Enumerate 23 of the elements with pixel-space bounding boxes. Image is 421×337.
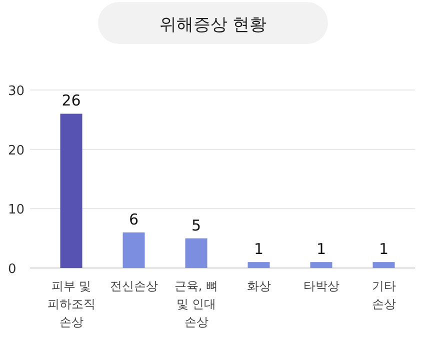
bar [372,262,395,268]
bar [60,114,82,268]
x-tick-label: 화상 [246,279,271,293]
x-tick-label: 근육, 뼈 및 인대 손상 [174,279,218,329]
y-tick-label: 0 [8,262,16,277]
x-tick-label: 타박상 [303,279,340,293]
y-tick-label: 10 [8,202,25,218]
x-tick-label: 전신손상 [110,279,158,293]
y-tick-label: 20 [8,143,25,158]
chart-title: 위해증상 현황 [159,15,267,35]
x-tick-label: 피부 및 피하조직 손상 [47,279,96,329]
data-label: 6 [128,210,139,228]
x-tick-label: 기타 손상 [372,279,396,311]
data-label: 1 [254,240,264,258]
data-label: 1 [316,240,326,258]
data-label: 5 [191,216,202,234]
bar [248,262,270,268]
data-label: 1 [378,240,389,258]
bar [122,232,145,268]
data-label: 26 [62,92,81,110]
y-tick-label: 30 [8,84,25,99]
bar [185,238,208,268]
bar [310,262,332,268]
